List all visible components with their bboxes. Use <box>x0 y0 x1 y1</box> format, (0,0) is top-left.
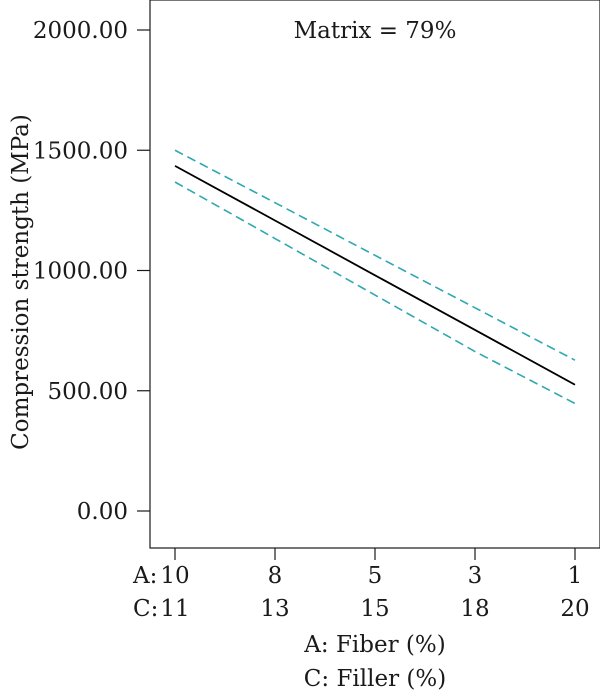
series-line-prediction <box>174 165 576 386</box>
y-tick-label: 0.00 <box>77 499 128 525</box>
x-tick-label-c: 18 <box>460 596 489 622</box>
y-tick-label: 500.00 <box>48 379 128 405</box>
series-line-upper-bound <box>174 149 576 361</box>
x-tick-label-a: 3 <box>468 563 483 589</box>
x-tick-label-a: 1 <box>568 563 583 589</box>
x-axis-label-fiber: A: Fiber (%) <box>303 632 445 658</box>
series-layer <box>174 149 576 405</box>
x-axis: 10 11 8 13 5 15 3 18 1 20 <box>160 548 590 622</box>
y-axis: 0.00 500.00 1000.00 1500.00 2000.00 <box>33 18 150 525</box>
x-tick-label-c: 13 <box>260 596 289 622</box>
x-tick-label-c: 11 <box>160 596 189 622</box>
y-tick-label: 2000.00 <box>33 18 128 44</box>
x-tick-label-c: 15 <box>360 596 389 622</box>
x-tick-label-a: 8 <box>268 563 283 589</box>
plot-frame <box>149 0 600 549</box>
x-tick-label-c: 20 <box>560 596 589 622</box>
chart-title: Matrix = 79% <box>294 18 457 44</box>
y-axis-label: Compression strength (MPa) <box>8 114 34 450</box>
y-tick-label: 1500.00 <box>33 138 128 164</box>
x-axis-label-filler: C: Filler (%) <box>304 666 446 692</box>
x-tick-label-a: 10 <box>160 563 189 589</box>
x-row-prefix-a: A: <box>132 563 157 589</box>
x-tick-label-a: 5 <box>368 563 383 589</box>
x-row-prefix-c: C: <box>133 596 158 622</box>
y-tick-label: 1000.00 <box>33 259 128 285</box>
series-line-lower-bound <box>174 181 576 405</box>
